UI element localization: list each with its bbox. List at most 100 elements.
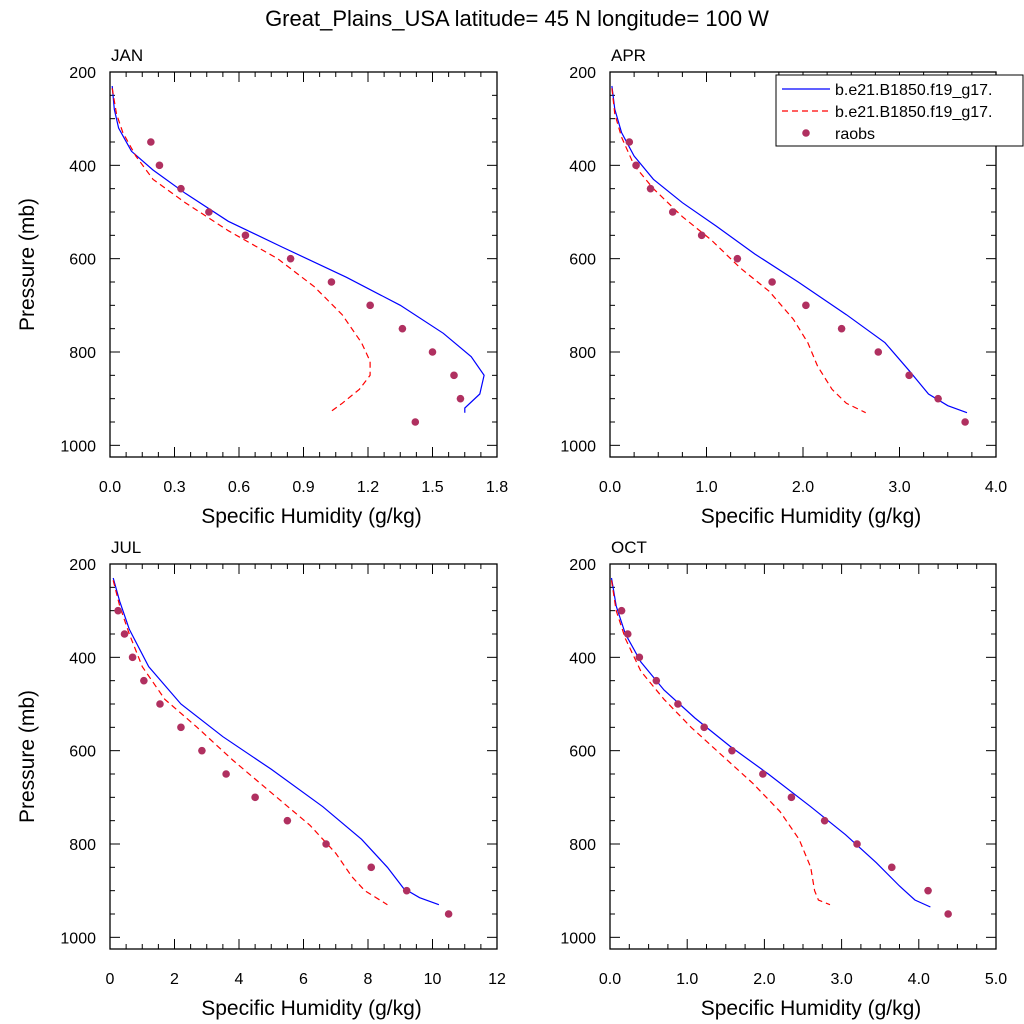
- raobs-point: [456, 394, 465, 403]
- y-tick-label: 600: [569, 744, 596, 761]
- raobs-point: [787, 793, 796, 802]
- plot-frame: [109, 71, 498, 458]
- figure-title: Great_Plains_USA latitude= 45 N longitud…: [265, 6, 769, 31]
- raobs-point: [128, 653, 137, 662]
- raobs-point: [398, 324, 407, 333]
- raobs-point: [674, 700, 682, 708]
- raobs-point: [623, 630, 632, 638]
- raobs-point: [367, 863, 376, 872]
- series-raobs: [114, 606, 453, 918]
- x-axis-label: Specific Humidity (g/kg): [201, 997, 422, 1020]
- raobs-point: [874, 348, 883, 356]
- raobs-point: [820, 816, 829, 825]
- y-tick-label: 1000: [560, 438, 596, 455]
- series-line-solid: [111, 85, 485, 413]
- raobs-point: [147, 138, 155, 146]
- raobs-point: [140, 676, 148, 685]
- raobs-point: [444, 910, 453, 918]
- raobs-point: [887, 863, 896, 872]
- panel-title: JUL: [111, 538, 141, 557]
- raobs-point: [668, 208, 677, 216]
- raobs-point: [366, 301, 374, 310]
- raobs-point: [646, 184, 655, 193]
- raobs-point: [120, 630, 129, 638]
- raobs-point: [155, 161, 164, 170]
- raobs-point: [286, 254, 295, 263]
- raobs-point: [222, 770, 230, 778]
- raobs-point: [632, 161, 640, 170]
- y-tick-label: 600: [69, 744, 96, 761]
- raobs-point: [768, 278, 776, 286]
- raobs-point: [944, 910, 952, 918]
- x-tick-label: 2: [170, 971, 179, 988]
- series-line-dashed: [610, 580, 831, 906]
- y-tick-label: 200: [569, 557, 596, 574]
- raobs-point: [924, 886, 932, 895]
- raobs-point: [428, 348, 437, 356]
- raobs-point: [697, 231, 706, 240]
- y-tick-label: 600: [69, 252, 96, 269]
- raobs-point: [402, 886, 411, 895]
- panel-apr: APR 200 400 600 800 1000 0.0 1.0 2.0 3.0 4.0 Specif…: [560, 46, 1007, 528]
- legend: b.e21.B1850.f19_g17. b.e21.B1850.f19_g17.…: [775, 74, 1024, 147]
- panel-title: APR: [611, 46, 646, 65]
- series-line-solid: [112, 577, 440, 906]
- x-tick-label: 1.2: [357, 479, 379, 496]
- panel-jul: JUL 200 400 600 800 1000 0 2 4 6 8 10 12 Specific Hum…: [16, 538, 506, 1020]
- x-tick-label: 4.0: [908, 971, 930, 988]
- x-tick-label: 4: [235, 971, 244, 988]
- panels: JAN 200 400 600 800 1000 0.0 0.3 0.6 0.9 1.2 1.5 1.8…: [16, 46, 1007, 1020]
- panel-title: JAN: [111, 46, 143, 65]
- y-tick-label: 800: [569, 345, 596, 362]
- y-tick-label: 800: [69, 345, 96, 362]
- series-raobs: [617, 606, 952, 918]
- x-tick-label: 2.0: [753, 971, 775, 988]
- x-tick-label: 0.0: [599, 479, 621, 496]
- raobs-point: [198, 746, 206, 755]
- x-tick-label: 0.3: [163, 479, 185, 496]
- raobs-point: [205, 208, 213, 216]
- series-line-solid: [611, 85, 968, 414]
- raobs-point: [652, 676, 661, 685]
- raobs-point: [156, 700, 164, 708]
- panel-oct: OCT 200 400 600 800 1000 0.0 1.0 2.0 3.0 4.0 5.0 Spe…: [560, 538, 1007, 1020]
- raobs-point: [251, 793, 259, 802]
- raobs-point: [700, 723, 708, 732]
- raobs-point: [241, 231, 250, 240]
- plot-frame: [609, 563, 997, 950]
- y-tick-label: 400: [569, 650, 596, 667]
- y-tick-label: 400: [69, 158, 96, 175]
- raobs-point: [733, 254, 742, 263]
- x-tick-label: 0.9: [292, 479, 314, 496]
- x-tick-label: 4.0: [985, 479, 1007, 496]
- x-tick-label: 1.5: [421, 479, 443, 496]
- raobs-point: [617, 606, 626, 615]
- x-tick-label: 3.0: [888, 479, 910, 496]
- legend-label: b.e21.B1850.f19_g17.: [835, 104, 992, 121]
- legend-label: b.e21.B1850.f19_g17.: [835, 82, 992, 99]
- legend-marker: [802, 129, 810, 137]
- x-tick-label: 1.0: [695, 479, 717, 496]
- raobs-point: [322, 840, 330, 848]
- raobs-point: [802, 301, 810, 310]
- y-tick-label: 400: [569, 158, 596, 175]
- raobs-point: [177, 723, 185, 732]
- x-tick-label: 0.0: [99, 479, 121, 496]
- x-tick-label: 3.0: [830, 971, 852, 988]
- raobs-point: [853, 840, 861, 848]
- y-tick-label: 600: [569, 252, 596, 269]
- x-axis-label: Specific Humidity (g/kg): [701, 997, 922, 1020]
- panel-title: OCT: [611, 538, 647, 557]
- series-line-dashed: [112, 580, 388, 906]
- raobs-point: [961, 418, 969, 426]
- raobs-point: [934, 394, 942, 403]
- raobs-point: [114, 606, 122, 615]
- x-tick-label: 10: [424, 971, 442, 988]
- x-tick-label: 12: [488, 971, 506, 988]
- y-tick-label: 1000: [560, 930, 596, 947]
- y-tick-label: 800: [69, 837, 96, 854]
- series-raobs: [147, 138, 465, 426]
- x-axis-label: Specific Humidity (g/kg): [201, 505, 422, 528]
- x-tick-label: 6: [299, 971, 308, 988]
- raobs-point: [327, 278, 336, 286]
